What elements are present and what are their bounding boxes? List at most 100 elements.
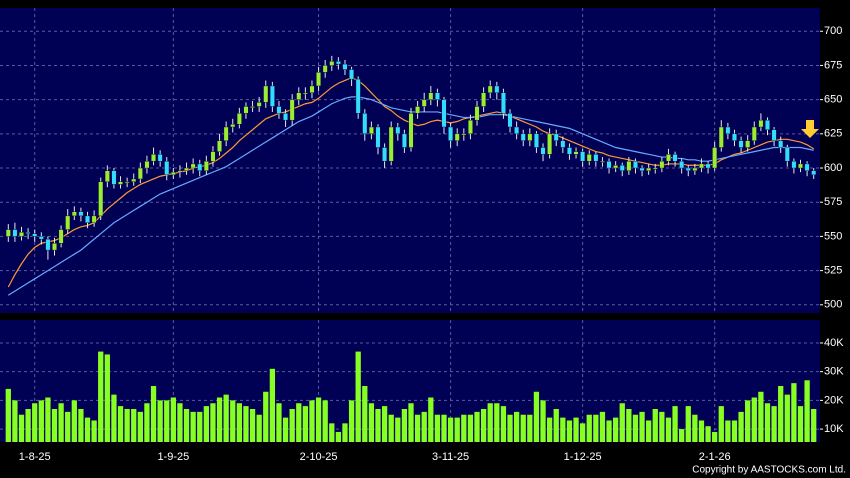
candle-body: [329, 61, 335, 66]
candle-body: [487, 85, 493, 93]
volume-bar: [315, 397, 322, 442]
candle-body: [520, 133, 526, 141]
volume-bar: [797, 406, 804, 442]
volume-bar: [71, 400, 77, 442]
volume-bar: [335, 431, 342, 442]
volume-bar: [560, 417, 566, 442]
candle-body: [157, 154, 163, 162]
candle-body: [619, 165, 625, 171]
candle-body: [666, 154, 671, 162]
volume-bar: [566, 420, 573, 442]
volume-bar: [487, 403, 493, 442]
candle-body: [184, 167, 189, 171]
volume-bar: [408, 403, 414, 442]
volume-bar: [764, 403, 771, 442]
volume-bar: [401, 408, 408, 442]
volume-bar: [725, 420, 731, 442]
y-tick-label: 525: [824, 265, 842, 277]
candle-body: [652, 167, 658, 170]
candle-body: [78, 211, 84, 217]
volume-bar: [98, 351, 104, 442]
x-tick-label: 3-11-25: [432, 451, 469, 463]
volume-bar: [811, 408, 817, 442]
candle-body: [151, 154, 156, 162]
volume-bar: [685, 406, 691, 442]
candle-body: [269, 85, 275, 107]
y-tick-label: 40K: [824, 337, 844, 349]
candle-body: [415, 106, 421, 114]
x-tick-label: 1-12-25: [564, 451, 602, 463]
volume-bar: [51, 408, 58, 442]
candle-body: [804, 163, 810, 171]
candle-body: [223, 126, 229, 141]
volume-bar: [84, 417, 91, 442]
candle-body: [124, 181, 130, 184]
volume-bar: [527, 414, 533, 442]
candle-body: [309, 85, 315, 93]
volume-bar: [236, 403, 242, 442]
y-tick-label: 650: [824, 94, 842, 106]
candle-body: [263, 85, 269, 103]
candle-body: [428, 92, 434, 100]
candle-body: [560, 140, 566, 148]
candle-body: [593, 154, 599, 162]
volume-bar: [513, 411, 520, 442]
volume-bar: [784, 394, 790, 442]
volume-bar: [91, 420, 97, 442]
candle-body: [388, 126, 394, 162]
volume-bar: [322, 400, 328, 442]
volume-bar: [375, 408, 381, 442]
candle-body: [474, 106, 480, 121]
volume-bar: [441, 414, 447, 442]
candle-body: [500, 92, 506, 114]
volume-bar: [302, 406, 309, 442]
volume-bar: [632, 414, 639, 442]
candle-body: [296, 92, 302, 100]
volume-bar: [216, 397, 223, 442]
volume-bar: [639, 411, 645, 442]
candle-body: [137, 167, 143, 180]
volume-bar: [144, 403, 150, 442]
plot-layer: 500 525 550 575 600 625 650 675 700 10K 20K 30K 40K 1…: [0, 8, 844, 463]
volume-bar: [197, 411, 203, 442]
candle-body: [639, 167, 645, 171]
candle-body: [732, 133, 737, 141]
candle-body: [765, 119, 770, 130]
candle-body: [395, 126, 401, 135]
volume-bar: [58, 403, 64, 442]
candle-body: [725, 126, 731, 135]
volume-bar: [414, 414, 421, 442]
volume-bar: [164, 400, 170, 442]
price-panel: [0, 8, 820, 313]
volume-bar: [342, 423, 348, 442]
candle-body: [118, 181, 123, 185]
candle-body: [613, 165, 619, 169]
y-tick-label: 675: [824, 59, 842, 71]
candle-body: [164, 160, 170, 176]
candle-body: [45, 238, 51, 251]
y-tick-label: 30K: [824, 366, 844, 378]
volume-bar: [170, 397, 176, 442]
volume-bar: [249, 408, 256, 442]
volume-bar: [613, 417, 619, 442]
volume-bar: [65, 411, 71, 442]
candle-body: [349, 69, 355, 80]
volume-bar: [25, 408, 31, 442]
y-tick-label: 550: [824, 230, 842, 242]
volume-bar: [32, 403, 38, 442]
volume-bar: [553, 408, 559, 442]
volume-bar: [751, 397, 757, 442]
candle-body: [672, 154, 678, 162]
candle-body: [368, 126, 374, 135]
volume-bar: [117, 406, 124, 442]
volume-bar: [586, 414, 592, 442]
volume-bar: [131, 408, 137, 442]
candle-body: [230, 124, 236, 128]
volume-bar: [289, 408, 295, 442]
volume-bar: [778, 386, 784, 442]
volume-bar: [104, 354, 110, 442]
candle-body: [170, 171, 176, 176]
y-tick-label: 600: [824, 162, 842, 174]
candle-body: [685, 167, 691, 171]
